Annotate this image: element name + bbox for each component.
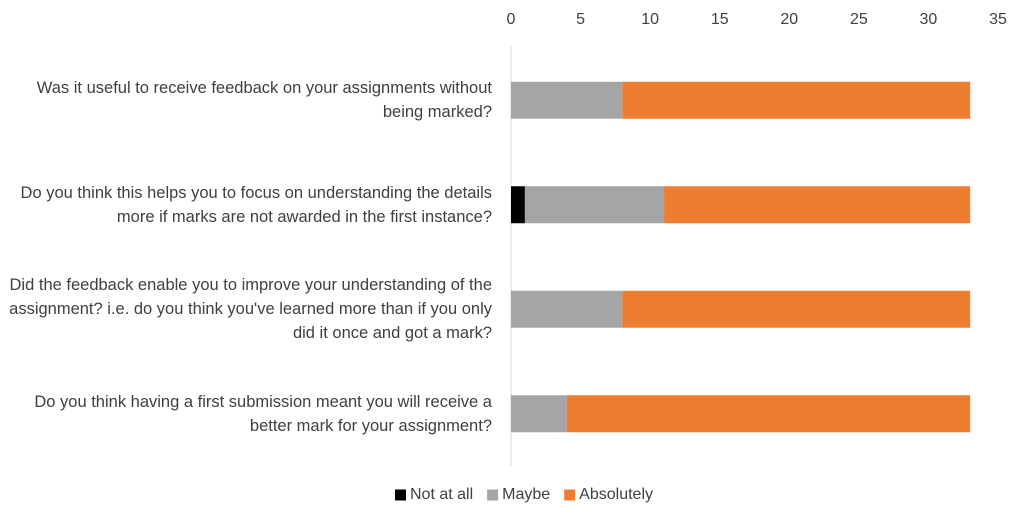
bar-segment: [511, 290, 623, 328]
category-label: Was it useful to receive feedback on you…: [36, 79, 492, 122]
x-tick-label: 30: [920, 11, 938, 28]
bar-segment: [511, 395, 567, 433]
bar-segment: [622, 81, 971, 119]
x-tick-label: 25: [850, 11, 868, 28]
category-label: Do you think this helps you to focus on …: [20, 183, 492, 226]
x-tick-label: 35: [989, 11, 1007, 28]
bar-segment: [566, 395, 971, 433]
x-tick-label: 0: [507, 11, 516, 28]
legend-swatch: [487, 489, 499, 501]
bar-segment: [511, 186, 525, 224]
x-tick-label: 10: [641, 11, 659, 28]
bar-segment: [622, 290, 971, 328]
x-tick-label: 5: [576, 11, 585, 28]
x-tick-label: 15: [711, 11, 729, 28]
category-label: Do you think having a first submission m…: [34, 392, 492, 435]
legend-label: Maybe: [502, 486, 550, 503]
category-label: Did the feedback enable you to improve y…: [9, 276, 492, 343]
legend-swatch: [564, 489, 576, 501]
x-tick-label: 20: [780, 11, 798, 28]
legend-label: Not at all: [410, 486, 473, 503]
legend-label: Absolutely: [579, 486, 653, 503]
legend-swatch: [395, 489, 406, 501]
bar-segment: [524, 186, 665, 224]
bar-segment: [511, 81, 623, 119]
bar-segment: [664, 186, 971, 224]
